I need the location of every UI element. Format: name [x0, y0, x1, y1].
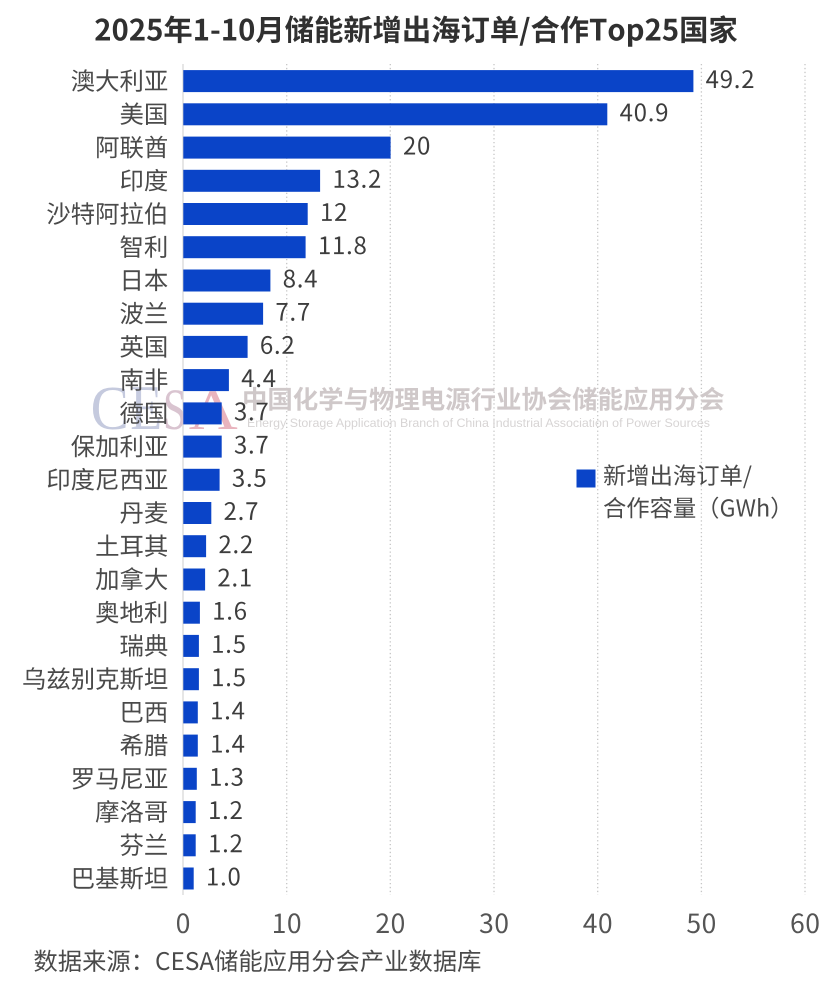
svg-text:S: S [163, 378, 187, 442]
svg-text:Energy Storage Application Bra: Energy Storage Application Branch of Chi… [247, 416, 710, 430]
